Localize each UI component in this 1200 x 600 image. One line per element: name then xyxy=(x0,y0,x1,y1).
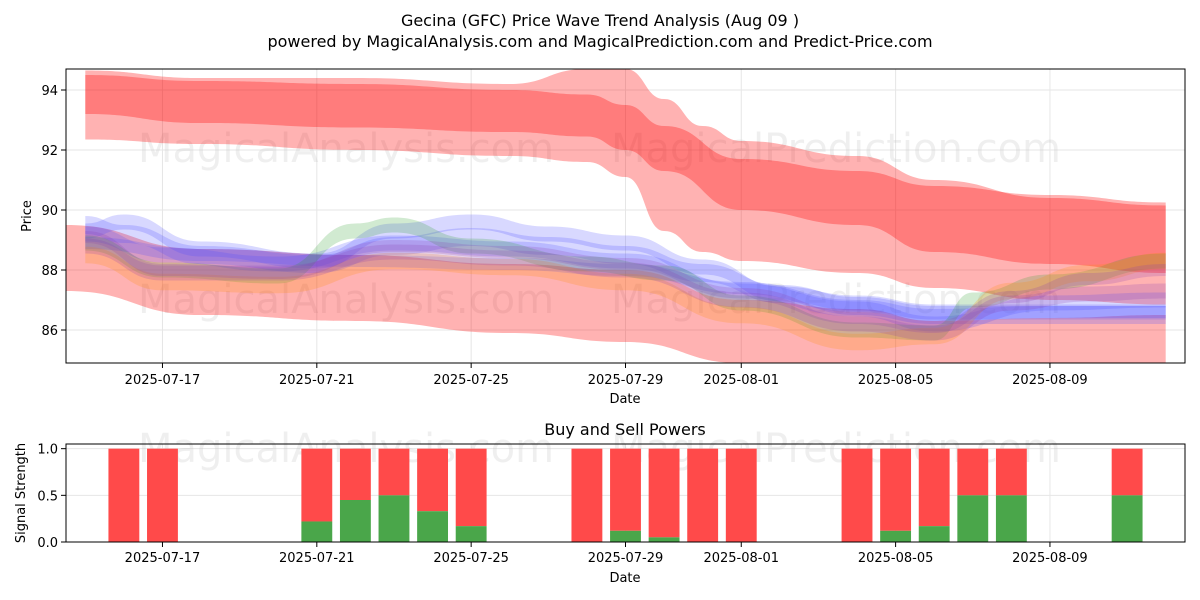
signal-y-label: Signal Strength xyxy=(14,443,29,543)
orange-wave-band xyxy=(85,246,1166,351)
x-tick-label: 2025-07-25 xyxy=(433,551,509,566)
buy-bar xyxy=(417,511,449,542)
y-tick-label: 0.5 xyxy=(37,489,58,504)
buy-bar xyxy=(378,495,410,542)
y-tick-label: 0.0 xyxy=(37,536,58,551)
sell-bar xyxy=(957,448,989,496)
signal-bars xyxy=(108,448,1143,542)
x-tick-label: 2025-08-01 xyxy=(703,373,779,388)
y-tick-label: 1.0 xyxy=(37,443,58,458)
sell-bar xyxy=(301,448,333,522)
sell-bar xyxy=(378,448,410,496)
sell-bar xyxy=(108,448,140,542)
x-tick-label: 2025-07-29 xyxy=(588,551,664,566)
sell-bar xyxy=(725,448,757,542)
price-x-label: Date xyxy=(609,392,640,407)
chart-title: Gecina (GFC) Price Wave Trend Analysis (… xyxy=(401,11,799,30)
buy-sell-chart: Buy and Sell Powers MagicalAnalysis.com … xyxy=(14,420,1186,586)
sell-bar xyxy=(995,448,1027,496)
x-tick-label: 2025-08-09 xyxy=(1012,373,1088,388)
buy-bar xyxy=(918,526,950,542)
buy-bar xyxy=(339,500,371,542)
y-tick-label: 92 xyxy=(41,144,58,159)
blue-wave-band xyxy=(85,216,1166,324)
buy-bar xyxy=(455,526,487,542)
sell-bar xyxy=(417,448,449,512)
buy-bar xyxy=(301,521,333,542)
watermark-analysis: MagicalAnalysis.com xyxy=(138,277,554,323)
blue-wave-band xyxy=(85,214,1166,320)
price-y-label: Price xyxy=(20,200,35,232)
signal-x-label: Date xyxy=(609,571,640,586)
y-tick-label: 88 xyxy=(41,264,58,279)
y-tick-label: 90 xyxy=(41,204,58,219)
sell-bar xyxy=(147,448,178,542)
price-wave-chart: MagicalAnalysis.com MagicalPrediction.co… xyxy=(20,68,1186,407)
sell-bar xyxy=(880,448,912,531)
buy-bar xyxy=(880,530,912,542)
x-tick-label: 2025-07-17 xyxy=(125,551,201,566)
watermark-prediction: MagicalPrediction.com xyxy=(611,126,1061,172)
price-watermarks: MagicalAnalysis.com MagicalPrediction.co… xyxy=(138,126,1061,323)
signal-y-ticks: 0.0 0.5 1.0 xyxy=(37,443,66,551)
y-tick-label: 94 xyxy=(41,84,58,99)
x-tick-label: 2025-07-29 xyxy=(588,373,664,388)
sell-bar xyxy=(610,448,641,531)
x-tick-label: 2025-08-05 xyxy=(858,551,934,566)
price-y-ticks: 86 88 90 92 94 xyxy=(41,84,66,339)
price-x-ticks: 2025-07-17 2025-07-21 2025-07-25 2025-07-29… xyxy=(125,363,1088,388)
blue-wave-band xyxy=(85,226,1166,332)
blue-wave-band xyxy=(85,237,1166,321)
watermark-prediction: MagicalPrediction.com xyxy=(611,277,1061,323)
sell-bar xyxy=(339,448,371,500)
buy-sell-title: Buy and Sell Powers xyxy=(544,420,706,439)
price-grid xyxy=(66,69,1185,363)
chart-subtitle: powered by MagicalAnalysis.com and Magic… xyxy=(267,32,932,51)
x-tick-label: 2025-07-25 xyxy=(433,373,509,388)
signal-x-ticks: 2025-07-17 2025-07-21 2025-07-25 2025-07-29… xyxy=(125,542,1088,566)
price-bands xyxy=(66,69,1166,363)
x-tick-label: 2025-07-21 xyxy=(279,551,355,566)
sell-bar xyxy=(455,448,487,527)
red-band xyxy=(85,69,1166,305)
sell-bar xyxy=(1111,448,1143,496)
sell-bar xyxy=(571,448,603,542)
watermark-analysis: MagicalAnalysis.com xyxy=(138,126,554,172)
x-tick-label: 2025-07-17 xyxy=(125,373,201,388)
y-tick-label: 86 xyxy=(41,324,58,339)
buy-bar xyxy=(957,495,989,542)
x-tick-label: 2025-07-21 xyxy=(279,373,355,388)
red-band xyxy=(85,75,1166,273)
purple-wave-band xyxy=(85,231,1166,333)
x-tick-label: 2025-08-01 xyxy=(703,551,779,566)
sell-bar xyxy=(648,448,680,538)
sell-bar xyxy=(687,448,719,542)
x-tick-label: 2025-08-05 xyxy=(858,373,934,388)
buy-bar xyxy=(648,537,680,542)
buy-bar xyxy=(995,495,1027,542)
red-band xyxy=(66,225,1166,363)
buy-bar xyxy=(610,530,641,542)
sell-bar xyxy=(841,448,873,542)
x-tick-label: 2025-08-09 xyxy=(1012,551,1088,566)
sell-bar xyxy=(918,448,950,527)
buy-bar xyxy=(1111,495,1143,542)
